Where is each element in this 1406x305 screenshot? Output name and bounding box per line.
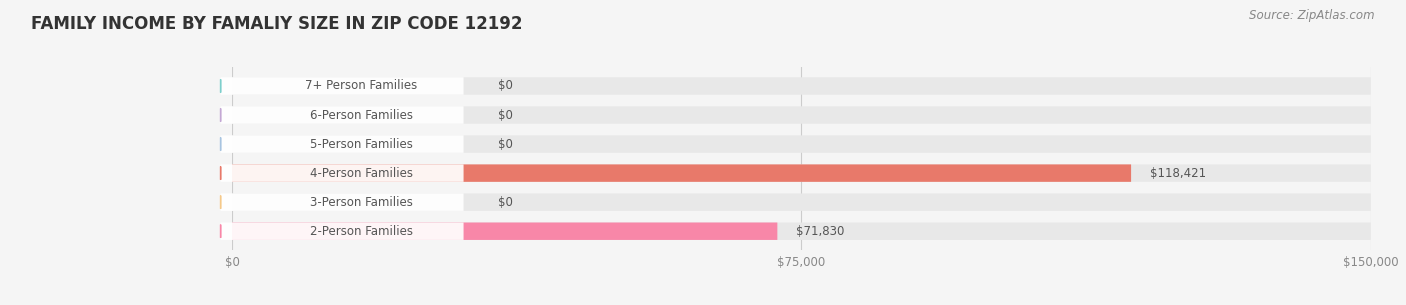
FancyBboxPatch shape xyxy=(221,164,464,182)
FancyBboxPatch shape xyxy=(221,135,464,153)
FancyBboxPatch shape xyxy=(232,106,1371,124)
FancyBboxPatch shape xyxy=(232,77,1371,95)
FancyBboxPatch shape xyxy=(221,193,464,211)
FancyBboxPatch shape xyxy=(232,164,1371,182)
FancyBboxPatch shape xyxy=(221,106,464,124)
Text: $0: $0 xyxy=(498,80,513,92)
Text: $0: $0 xyxy=(498,138,513,151)
Text: 4-Person Families: 4-Person Families xyxy=(309,167,413,180)
FancyBboxPatch shape xyxy=(232,223,1371,240)
Text: 3-Person Families: 3-Person Families xyxy=(311,196,413,209)
Text: 6-Person Families: 6-Person Families xyxy=(309,109,413,121)
Text: 2-Person Families: 2-Person Families xyxy=(309,225,413,238)
Text: $0: $0 xyxy=(498,109,513,121)
Text: $118,421: $118,421 xyxy=(1150,167,1206,180)
Text: 7+ Person Families: 7+ Person Families xyxy=(305,80,418,92)
FancyBboxPatch shape xyxy=(221,77,464,95)
FancyBboxPatch shape xyxy=(232,223,778,240)
Text: Source: ZipAtlas.com: Source: ZipAtlas.com xyxy=(1250,9,1375,22)
FancyBboxPatch shape xyxy=(232,135,1371,153)
Text: FAMILY INCOME BY FAMALIY SIZE IN ZIP CODE 12192: FAMILY INCOME BY FAMALIY SIZE IN ZIP COD… xyxy=(31,15,523,33)
FancyBboxPatch shape xyxy=(221,223,464,240)
Text: 5-Person Families: 5-Person Families xyxy=(311,138,413,151)
FancyBboxPatch shape xyxy=(232,193,1371,211)
Text: $71,830: $71,830 xyxy=(796,225,845,238)
FancyBboxPatch shape xyxy=(232,164,1130,182)
Text: $0: $0 xyxy=(498,196,513,209)
